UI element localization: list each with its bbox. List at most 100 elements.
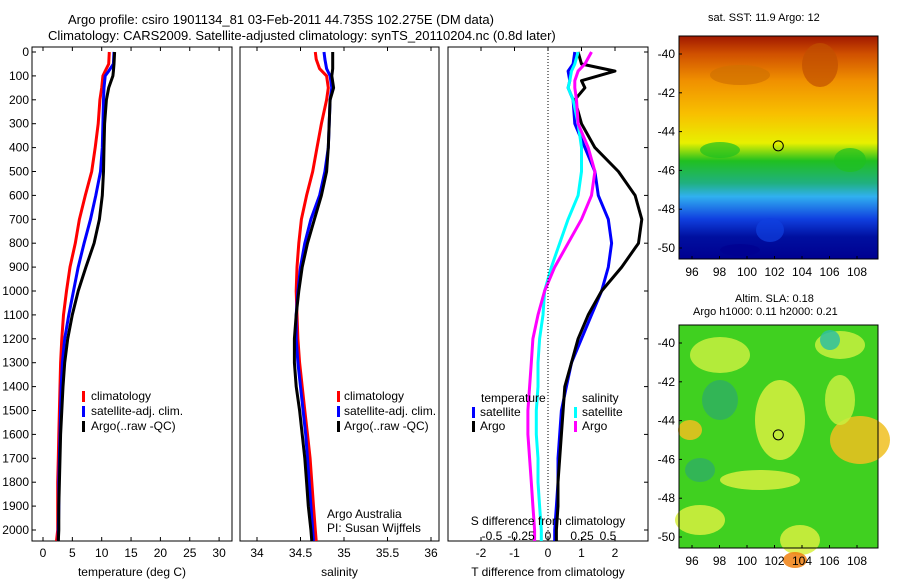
series-line-temperature-argo [554,51,644,541]
axes-frame [239,46,440,542]
lon-tick-label: 96 [685,265,699,279]
y-tick-label: 600 [9,188,29,202]
legend-label: Argo [480,419,506,433]
legend-label: climatology [91,389,151,403]
lon-tick-label: 104 [792,554,812,568]
x-tick-label: 34.5 [289,546,313,560]
map-feature [710,65,770,85]
lat-tick-label: -44 [658,414,676,428]
lat-tick-label: -50 [658,530,676,544]
legend-swatch [82,406,85,417]
x-tick-label: 34 [250,546,264,560]
x2-tick-label: 0.5 [600,529,617,543]
lon-tick-label: 106 [819,265,839,279]
salinity-profile-panel: 34 34.5 35 35.5 36 salinity climatologysatelli… [239,46,440,579]
legend-swatch [574,421,577,432]
legend-label: Argo [582,419,608,433]
map-feature [825,375,855,425]
map-feature [720,470,800,490]
legend-label: satellite [480,405,521,419]
map-feature [834,148,866,172]
legend-label: climatology [344,389,404,403]
x2-tick-label: -0.5 [482,529,503,543]
map-feature [820,330,840,350]
x-tick-label: 35.5 [376,546,400,560]
annotation-text: Argo Australia [327,507,402,521]
lat-tick-label: -42 [658,86,676,100]
map-feature [678,420,702,440]
y-tick-label: 200 [9,93,29,107]
lon-tick-label: 102 [764,554,784,568]
legend-header: temperature [481,391,546,405]
x-axis-label: temperature (deg C) [78,565,186,579]
legend-header: salinity [582,391,619,405]
x-tick-label: 0 [545,546,552,560]
x-tick-label: 1 [578,546,585,560]
lat-tick-label: -48 [658,491,676,505]
x2-tick-label: -0.25 [507,529,535,543]
lat-tick-label: -50 [658,241,676,255]
axes-frame [31,46,233,542]
map-feature [756,218,784,242]
legend-swatch [82,391,85,402]
x-tick-label: 2 [612,546,619,560]
series-line-climatology [294,51,330,542]
legend-label: satellite-adj. clim. [91,404,183,418]
legend-label: Argo(..raw -QC) [344,419,429,433]
y-tick-label: 1300 [2,356,29,370]
map-feature [780,525,820,555]
y-tick-label: 0 [22,45,29,59]
sla-map-title-1: Altim. SLA: 0.18 [735,293,814,305]
legend-label: satellite [582,405,623,419]
difference-profile-panel: -2 -1 0 1 2 T difference from climatology S di… [447,46,649,579]
legend-swatch [82,421,85,432]
series-line-argo-raw-qc- [292,52,336,542]
lat-tick-label: -40 [658,336,676,350]
lat-tick-label: -46 [658,163,676,177]
lon-tick-label: 100 [737,265,757,279]
map-feature [830,416,890,464]
x-tick-label: 25 [183,546,197,560]
lat-tick-label: -40 [658,47,676,61]
map-feature [700,142,740,158]
map-feature [720,244,760,256]
sla-map-panel: 96 98 100 102 104 106 108 -40 -42 -44 -46 -48 -50 [658,324,890,568]
y-tick-label: 400 [9,141,29,155]
x-tick-label: 36 [424,546,438,560]
map-frame [678,35,879,260]
map-feature [690,337,750,373]
y-tick-label: 1100 [3,308,29,322]
y-tick-label: 300 [9,117,29,131]
x2-axis-label: S difference from climatology [471,514,626,528]
sst-map-title: sat. SST: 11.9 Argo: 12 [708,12,820,24]
legend-label: satellite-adj. clim. [344,404,436,418]
x-tick-label: 10 [95,546,109,560]
lon-tick-label: 98 [713,265,727,279]
x-axis-label: T difference from climatology [471,565,625,579]
annotation-text: PI: Susan Wijffels [327,521,421,535]
x-tick-label: -2 [476,546,487,560]
lat-tick-label: -44 [658,125,676,139]
x-axis-label: salinity [321,565,358,579]
sst-map-panel: 96 98 100 102 104 106 108 -40 -42 -44 -46 -48 -50 [658,35,879,279]
map-feature [783,552,807,568]
x-tick-label: 20 [154,546,168,560]
x-tick-label: 0 [40,546,47,560]
argo-position-marker [772,140,784,152]
y-tick-label: 1800 [2,475,29,489]
sla-map-title-2: Argo h1000: 0.11 h2000: 0.21 [693,306,838,318]
y-tick-label: 1700 [2,451,29,465]
y-tick-label: 1200 [2,332,29,346]
x-tick-label: 15 [124,546,138,560]
map-feature [675,505,725,535]
legend-swatch [337,406,340,417]
x2-tick-label: 0.25 [570,529,594,543]
y-tick-label: 100 [9,69,29,83]
x-tick-label: 35 [337,546,351,560]
legend-label: Argo(..raw -QC) [91,419,176,433]
lat-tick-label: -48 [658,202,676,216]
map-frame [678,324,879,549]
y-tick-label: 1000 [2,284,29,298]
